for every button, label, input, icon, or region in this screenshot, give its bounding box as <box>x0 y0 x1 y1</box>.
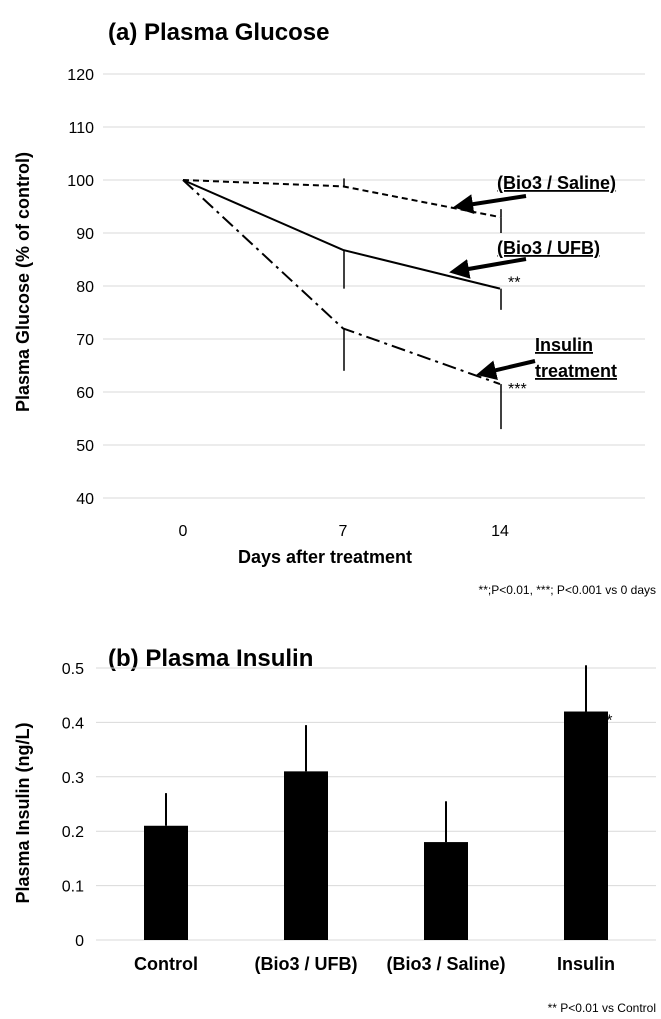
x-tick-label: 0 <box>179 523 188 540</box>
y-tick-label: 120 <box>67 67 94 84</box>
y-tick-label: 0.4 <box>62 715 84 732</box>
footnote: **;P<0.01, ***; P<0.001 vs 0 days <box>479 583 656 597</box>
y-tick-label: 90 <box>76 226 94 243</box>
footnote: ** P<0.01 vs Control <box>548 1001 656 1015</box>
series-line <box>182 179 501 290</box>
bar <box>564 711 608 940</box>
bar <box>144 825 188 940</box>
y-tick-label: 0.2 <box>62 824 84 841</box>
significance-label: ** <box>600 713 612 730</box>
significance-label: *** <box>508 381 527 398</box>
y-tick-label: 50 <box>76 438 94 455</box>
y-tick-label: 0.1 <box>62 879 84 896</box>
bar <box>424 842 468 940</box>
y-tick-label: 110 <box>68 120 94 137</box>
callout-arrow <box>453 194 527 215</box>
callout-arrow <box>476 359 536 380</box>
x-category-label: (Bio3 / UFB) <box>255 954 358 974</box>
plasma-insulin-chart: (b) Plasma Insulin00.10.20.30.40.5**Cont… <box>13 645 656 1015</box>
bar <box>284 771 328 940</box>
x-axis-title: Days after treatment <box>238 547 412 567</box>
series-line <box>182 179 501 219</box>
chart-title: (a) Plasma Glucose <box>108 19 329 46</box>
series-callout-label: (Bio3 / Saline) <box>497 173 616 193</box>
y-tick-label: 60 <box>76 385 94 402</box>
y-tick-label: 100 <box>67 173 94 190</box>
y-tick-label: 80 <box>76 279 94 296</box>
x-tick-label: 7 <box>339 523 348 540</box>
x-category-label: Control <box>134 954 198 974</box>
y-tick-label: 0 <box>75 933 84 950</box>
x-tick-label: 14 <box>491 523 509 540</box>
series-callout-label: (Bio3 / UFB) <box>497 238 600 258</box>
x-category-label: Insulin <box>557 954 615 974</box>
plasma-glucose-chart: (a) Plasma Glucose 40 50 60 70 80 90 100 110 120 0… <box>13 19 656 597</box>
y-tick-label: 70 <box>76 332 94 349</box>
y-tick-label: 40 <box>76 491 94 508</box>
significance-label: ** <box>508 275 520 292</box>
series-callout-label: treatment <box>535 361 617 381</box>
series-line <box>182 179 501 385</box>
y-tick-label: 0.3 <box>62 770 84 787</box>
callout-arrow <box>449 257 527 279</box>
y-tick-label: 0.5 <box>62 661 84 678</box>
series-callout-label: Insulin <box>535 335 593 355</box>
y-axis-title: Plasma Glucose (% of control) <box>13 152 33 412</box>
y-axis-title: Plasma Insulin (ng/L) <box>13 722 33 903</box>
x-category-label: (Bio3 / Saline) <box>386 954 505 974</box>
